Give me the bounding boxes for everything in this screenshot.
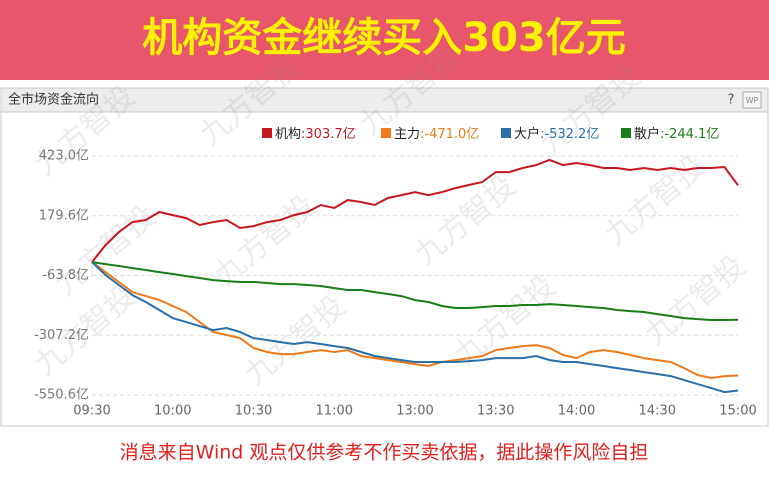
legend-entry: 机构:303.7亿	[275, 127, 356, 142]
series-line	[91, 158, 739, 263]
legend-entry: 大户:-532.2亿	[514, 126, 599, 142]
legend-value: :-532.2亿	[540, 127, 599, 142]
legend-value: :-471.0亿	[420, 127, 479, 142]
legend-name: 大户	[514, 126, 540, 142]
help-button[interactable]: ?	[728, 93, 735, 108]
legend-entry: 主力:-471.0亿	[394, 127, 479, 142]
series-line	[91, 261, 739, 380]
icon-button[interactable]	[742, 91, 762, 109]
x-tick-label: 14:30	[639, 404, 676, 419]
panel-title: 全市场资金流向	[8, 92, 99, 108]
legend-swatch	[262, 128, 272, 138]
y-tick-label: 179.6亿	[39, 208, 89, 223]
legend-swatch	[501, 128, 511, 138]
legend-swatch	[381, 128, 391, 138]
legend-value: :-244.1亿	[660, 127, 719, 142]
series-line	[91, 261, 739, 394]
legend-swatch	[621, 128, 631, 138]
x-tick-label: 13:30	[477, 404, 514, 419]
x-tick-label: 10:30	[235, 404, 272, 419]
series-line	[91, 261, 739, 321]
x-tick-label: 15:00	[719, 404, 756, 419]
x-tick-label: 13:00	[396, 404, 433, 419]
legend-value: :303.7亿	[301, 127, 356, 142]
y-tick-label: -550.6亿	[34, 388, 89, 403]
x-tick-label: 11:00	[316, 404, 353, 419]
legend-name: 散户	[634, 126, 660, 142]
x-tick-label: 14:00	[558, 404, 595, 419]
banner-title: 机构资金继续买入303亿元	[142, 15, 626, 61]
panel	[0, 87, 769, 427]
panel-header	[0, 87, 769, 113]
footer-text: 消息来自Wind 观点仅供参考不作买卖依据，据此操作风险自担	[120, 442, 649, 464]
x-tick-label: 09:30	[73, 404, 110, 419]
banner	[0, 0, 769, 80]
icon-label: WP	[746, 96, 759, 105]
legend-name: 机构	[275, 127, 301, 142]
y-tick-label: -63.8亿	[42, 268, 89, 283]
y-tick-label: 423.0亿	[39, 149, 89, 164]
y-tick-label: -307.2亿	[34, 328, 89, 343]
legend-name: 主力	[394, 127, 420, 142]
legend-entry: 散户:-244.1亿	[634, 126, 719, 142]
x-tick-label: 10:00	[154, 404, 191, 419]
